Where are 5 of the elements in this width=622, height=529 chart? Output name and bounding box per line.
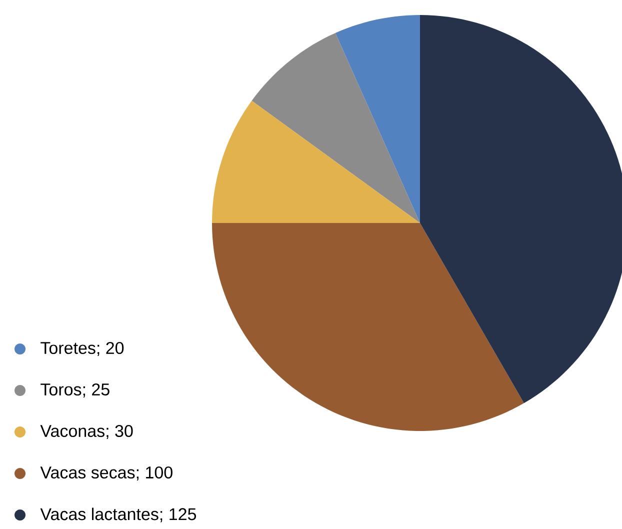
legend-label: Toretes; 20 (40, 342, 124, 356)
legend-label: Vacas lactantes; 125 (40, 508, 196, 522)
legend-label: Vaconas; 30 (40, 424, 133, 440)
legend-label: Vacas secas; 100 (40, 466, 172, 481)
legend-label: Toros; 25 (40, 383, 110, 398)
